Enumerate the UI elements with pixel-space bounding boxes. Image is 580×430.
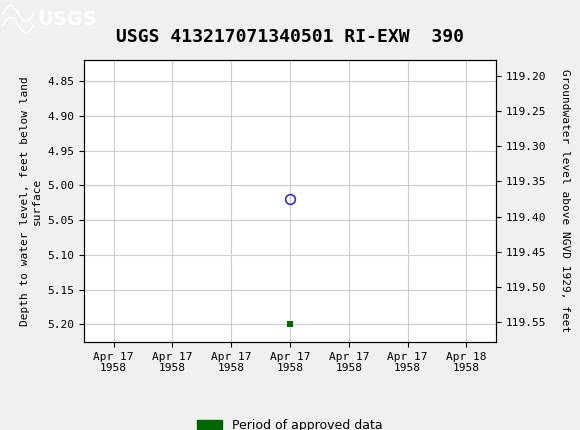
Y-axis label: Depth to water level, feet below land
surface: Depth to water level, feet below land su…	[20, 76, 42, 326]
Legend: Period of approved data: Period of approved data	[192, 414, 388, 430]
Text: USGS: USGS	[38, 10, 97, 29]
Text: USGS 413217071340501 RI-EXW  390: USGS 413217071340501 RI-EXW 390	[116, 28, 464, 46]
Y-axis label: Groundwater level above NGVD 1929, feet: Groundwater level above NGVD 1929, feet	[560, 69, 570, 333]
